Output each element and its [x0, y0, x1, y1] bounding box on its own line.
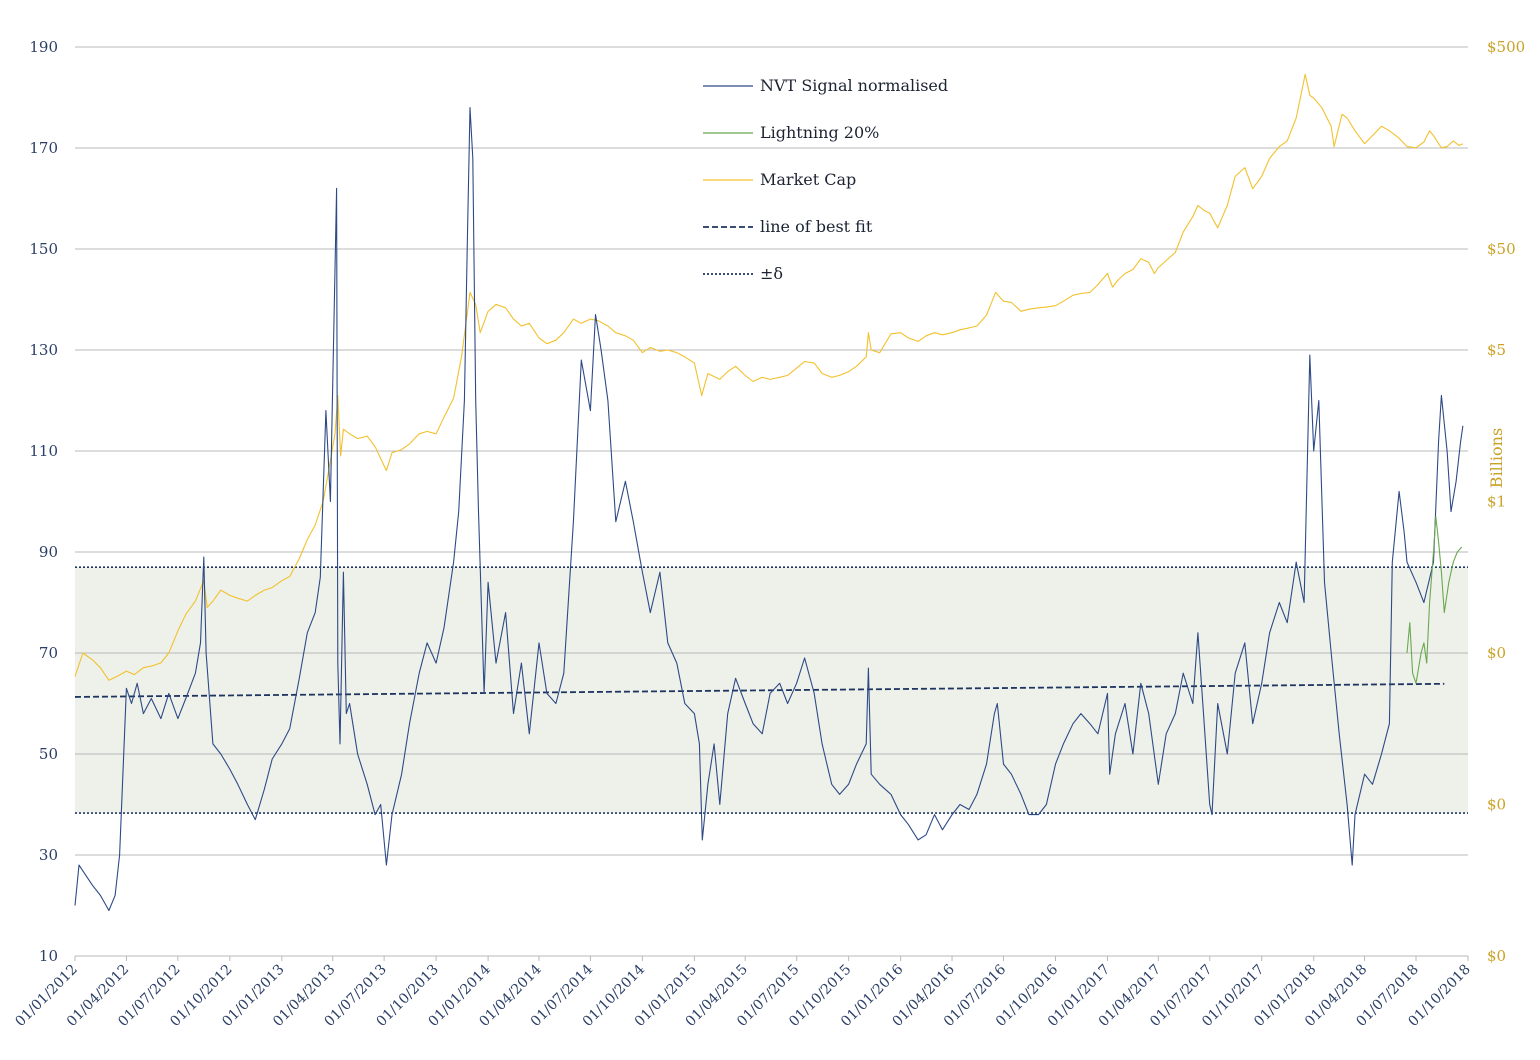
x-axis-ticks: 01/01/201201/04/201201/07/201201/10/2012…	[12, 955, 1474, 1030]
y-tick-label-left: 30	[39, 846, 58, 864]
grid-lines	[75, 46, 1468, 957]
y-tick-label-left: 70	[39, 644, 58, 662]
y-tick-label-left: 90	[39, 543, 58, 561]
series-line-market-cap	[74, 73, 1464, 681]
legend-label: ±δ	[760, 264, 783, 283]
legend-label: Lightning 20%	[760, 123, 879, 142]
left-axis-ticks: 190 170 150 130 110 90 70 50 30 10	[29, 38, 58, 965]
series-lines	[74, 73, 1464, 912]
y-tick-label-right: $50	[1487, 240, 1516, 258]
legend-label: Market Cap	[760, 170, 856, 189]
y-tick-label-right: $5	[1487, 341, 1506, 359]
y-tick-label-left: 130	[29, 341, 58, 359]
y-tick-label-left: 170	[29, 139, 58, 157]
y-tick-label-left: 110	[29, 442, 58, 460]
legend: NVT Signal normalised Lightning 20% Market…	[703, 76, 948, 283]
y-tick-label-right: $0	[1487, 796, 1506, 814]
y-tick-label-left: 150	[29, 240, 58, 258]
y-tick-label-right: $500	[1487, 38, 1525, 56]
legend-label: NVT Signal normalised	[760, 76, 948, 95]
series-line-nvt-signal-normalised	[74, 107, 1464, 912]
y-tick-label-right: $1	[1487, 493, 1506, 511]
best-fit-line	[74, 682, 1445, 698]
legend-label: line of best fit	[760, 217, 873, 236]
y-tick-label-left: 10	[39, 947, 58, 965]
right-axis-ticks: $500 $50 $5 $1 $0 $0 $0	[1487, 38, 1525, 965]
y-tick-label-right: $0	[1487, 644, 1506, 662]
y-tick-label-left: 190	[29, 38, 58, 56]
y-tick-label-left: 50	[39, 745, 58, 763]
right-axis-title: Billions	[1487, 428, 1506, 488]
y-tick-label-right: $0	[1487, 947, 1506, 965]
series-line-lightning-20	[1406, 516, 1463, 684]
